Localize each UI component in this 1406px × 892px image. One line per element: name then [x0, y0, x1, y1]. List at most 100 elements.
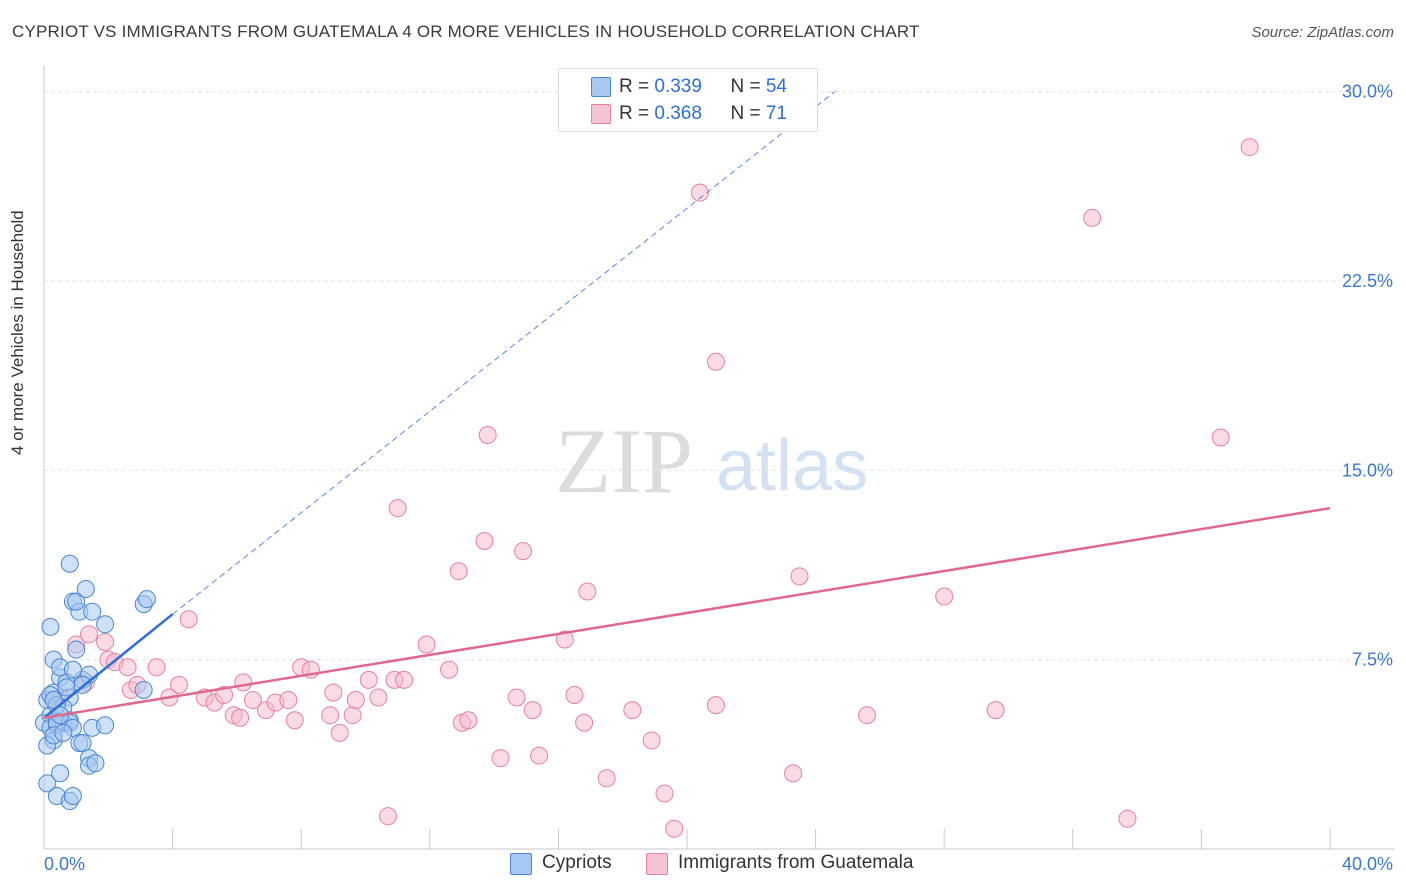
- source-label: Source: ZipAtlas.com: [1251, 24, 1394, 41]
- cypriots-point: [54, 723, 73, 742]
- watermark-zip: ZIP: [555, 410, 693, 512]
- guatemala-point: [514, 542, 533, 561]
- guatemala-point: [459, 711, 478, 730]
- guatemala-point: [523, 701, 542, 720]
- x-tick-label-min: 0.0%: [44, 854, 85, 874]
- cypriots-point: [67, 592, 86, 611]
- guatemala-point: [279, 691, 298, 710]
- guatemala-point: [478, 425, 497, 444]
- cypriots-point: [73, 733, 92, 752]
- legend: R = 0.339 N = 54 R = 0.368 N = 71: [558, 68, 818, 132]
- cypriots-point: [86, 754, 105, 773]
- guatemala-trend-line: [43, 506, 1331, 719]
- y-tick-label: 22.5%: [1342, 271, 1393, 291]
- guatemala-point: [243, 691, 262, 710]
- guatemala-point: [706, 696, 725, 715]
- y-tick-label: 30.0%: [1342, 82, 1393, 102]
- cypriots-trend-extension: [172, 91, 836, 615]
- guatemala-point: [578, 582, 597, 601]
- guatemala-point: [359, 670, 378, 689]
- y-axis-label: 4 or more Vehicles in Household: [8, 210, 27, 455]
- cypriots-point: [38, 774, 57, 793]
- cypriots-point: [96, 615, 115, 634]
- guatemala-point: [655, 784, 674, 803]
- guatemala-point: [555, 630, 574, 649]
- guatemala-point: [324, 683, 343, 702]
- legend-r-label: R =: [619, 103, 655, 124]
- guatemala-point: [449, 562, 468, 581]
- guatemala-point: [170, 675, 189, 694]
- guatemala-point: [491, 749, 510, 768]
- guatemala-point: [597, 769, 616, 788]
- cypriots-point: [134, 680, 153, 699]
- x-tick-label-max: 40.0%: [1342, 854, 1393, 874]
- guatemala-point: [118, 658, 137, 677]
- guatemala-point: [1240, 138, 1259, 157]
- guatemala-point: [623, 701, 642, 720]
- legend-row-cypriots: R = 0.339 N = 54: [591, 76, 787, 98]
- guatemala-point: [665, 819, 684, 838]
- guatemala-point: [379, 807, 398, 826]
- guatemala-point: [80, 625, 99, 644]
- watermark-atlas: atlas: [716, 426, 868, 506]
- guatemala-point: [507, 688, 526, 707]
- cypriots-point: [96, 716, 115, 735]
- cypriots-point: [76, 579, 95, 598]
- legend-r-label: R =: [619, 76, 655, 97]
- guatemala-point: [986, 701, 1005, 720]
- bottom-legend-label: Immigrants from Guatemala: [678, 852, 914, 873]
- legend-swatch-pink: [591, 104, 611, 124]
- guatemala-point: [179, 610, 198, 629]
- guatemala-point: [285, 711, 304, 730]
- guatemala-point: [330, 723, 349, 742]
- bottom-legend-swatch-pink: [646, 853, 668, 875]
- guatemala-point: [706, 352, 725, 371]
- guatemala-point: [565, 686, 584, 704]
- cypriots-point: [63, 786, 82, 805]
- guatemala-point: [475, 532, 494, 550]
- legend-n-value: 71: [765, 103, 787, 124]
- guatemala-point: [858, 706, 877, 725]
- guatemala-point: [346, 691, 365, 710]
- bottom-legend-label: Cypriots: [542, 852, 612, 873]
- chart-title: CYPRIOT VS IMMIGRANTS FROM GUATEMALA 4 O…: [12, 22, 920, 41]
- guatemala-point: [417, 635, 436, 654]
- guatemala-point: [321, 706, 340, 725]
- legend-n-label: N =: [730, 76, 766, 97]
- legend-swatch-blue: [591, 77, 611, 97]
- guatemala-point: [690, 183, 709, 202]
- guatemala-point: [530, 746, 549, 765]
- guatemala-point: [440, 660, 459, 679]
- cypriots-point: [41, 617, 60, 636]
- guatemala-point: [215, 686, 234, 704]
- cypriots-point: [60, 554, 79, 573]
- cypriots-trend-line: [43, 613, 174, 719]
- legend-r-value: 0.339: [654, 76, 702, 97]
- guatemala-point: [147, 658, 166, 677]
- guatemala-point: [234, 673, 253, 692]
- guatemala-point: [388, 499, 407, 518]
- guatemala-point: [1118, 809, 1137, 828]
- legend-r-value: 0.368: [654, 103, 702, 124]
- y-tick-label: 7.5%: [1352, 650, 1393, 670]
- guatemala-point: [935, 587, 954, 606]
- guatemala-point: [369, 688, 388, 707]
- guatemala-point: [784, 764, 803, 783]
- guatemala-point: [96, 632, 115, 651]
- guatemala-point: [1211, 428, 1230, 447]
- cypriots-point: [83, 602, 102, 621]
- guatemala-point: [1083, 208, 1102, 227]
- y-tick-label: 15.0%: [1342, 460, 1393, 480]
- legend-row-guatemala: R = 0.368 N = 71: [591, 103, 787, 125]
- cypriots-point: [63, 660, 82, 679]
- guatemala-point: [642, 731, 661, 750]
- cypriots-point: [51, 764, 70, 783]
- guatemala-point: [395, 670, 414, 689]
- bottom-legend-swatch-blue: [510, 853, 532, 875]
- guatemala-point: [343, 706, 362, 725]
- legend-n-label: N =: [730, 103, 766, 124]
- cypriots-point: [67, 640, 86, 659]
- guatemala-point: [575, 713, 594, 732]
- guatemala-point: [231, 708, 250, 727]
